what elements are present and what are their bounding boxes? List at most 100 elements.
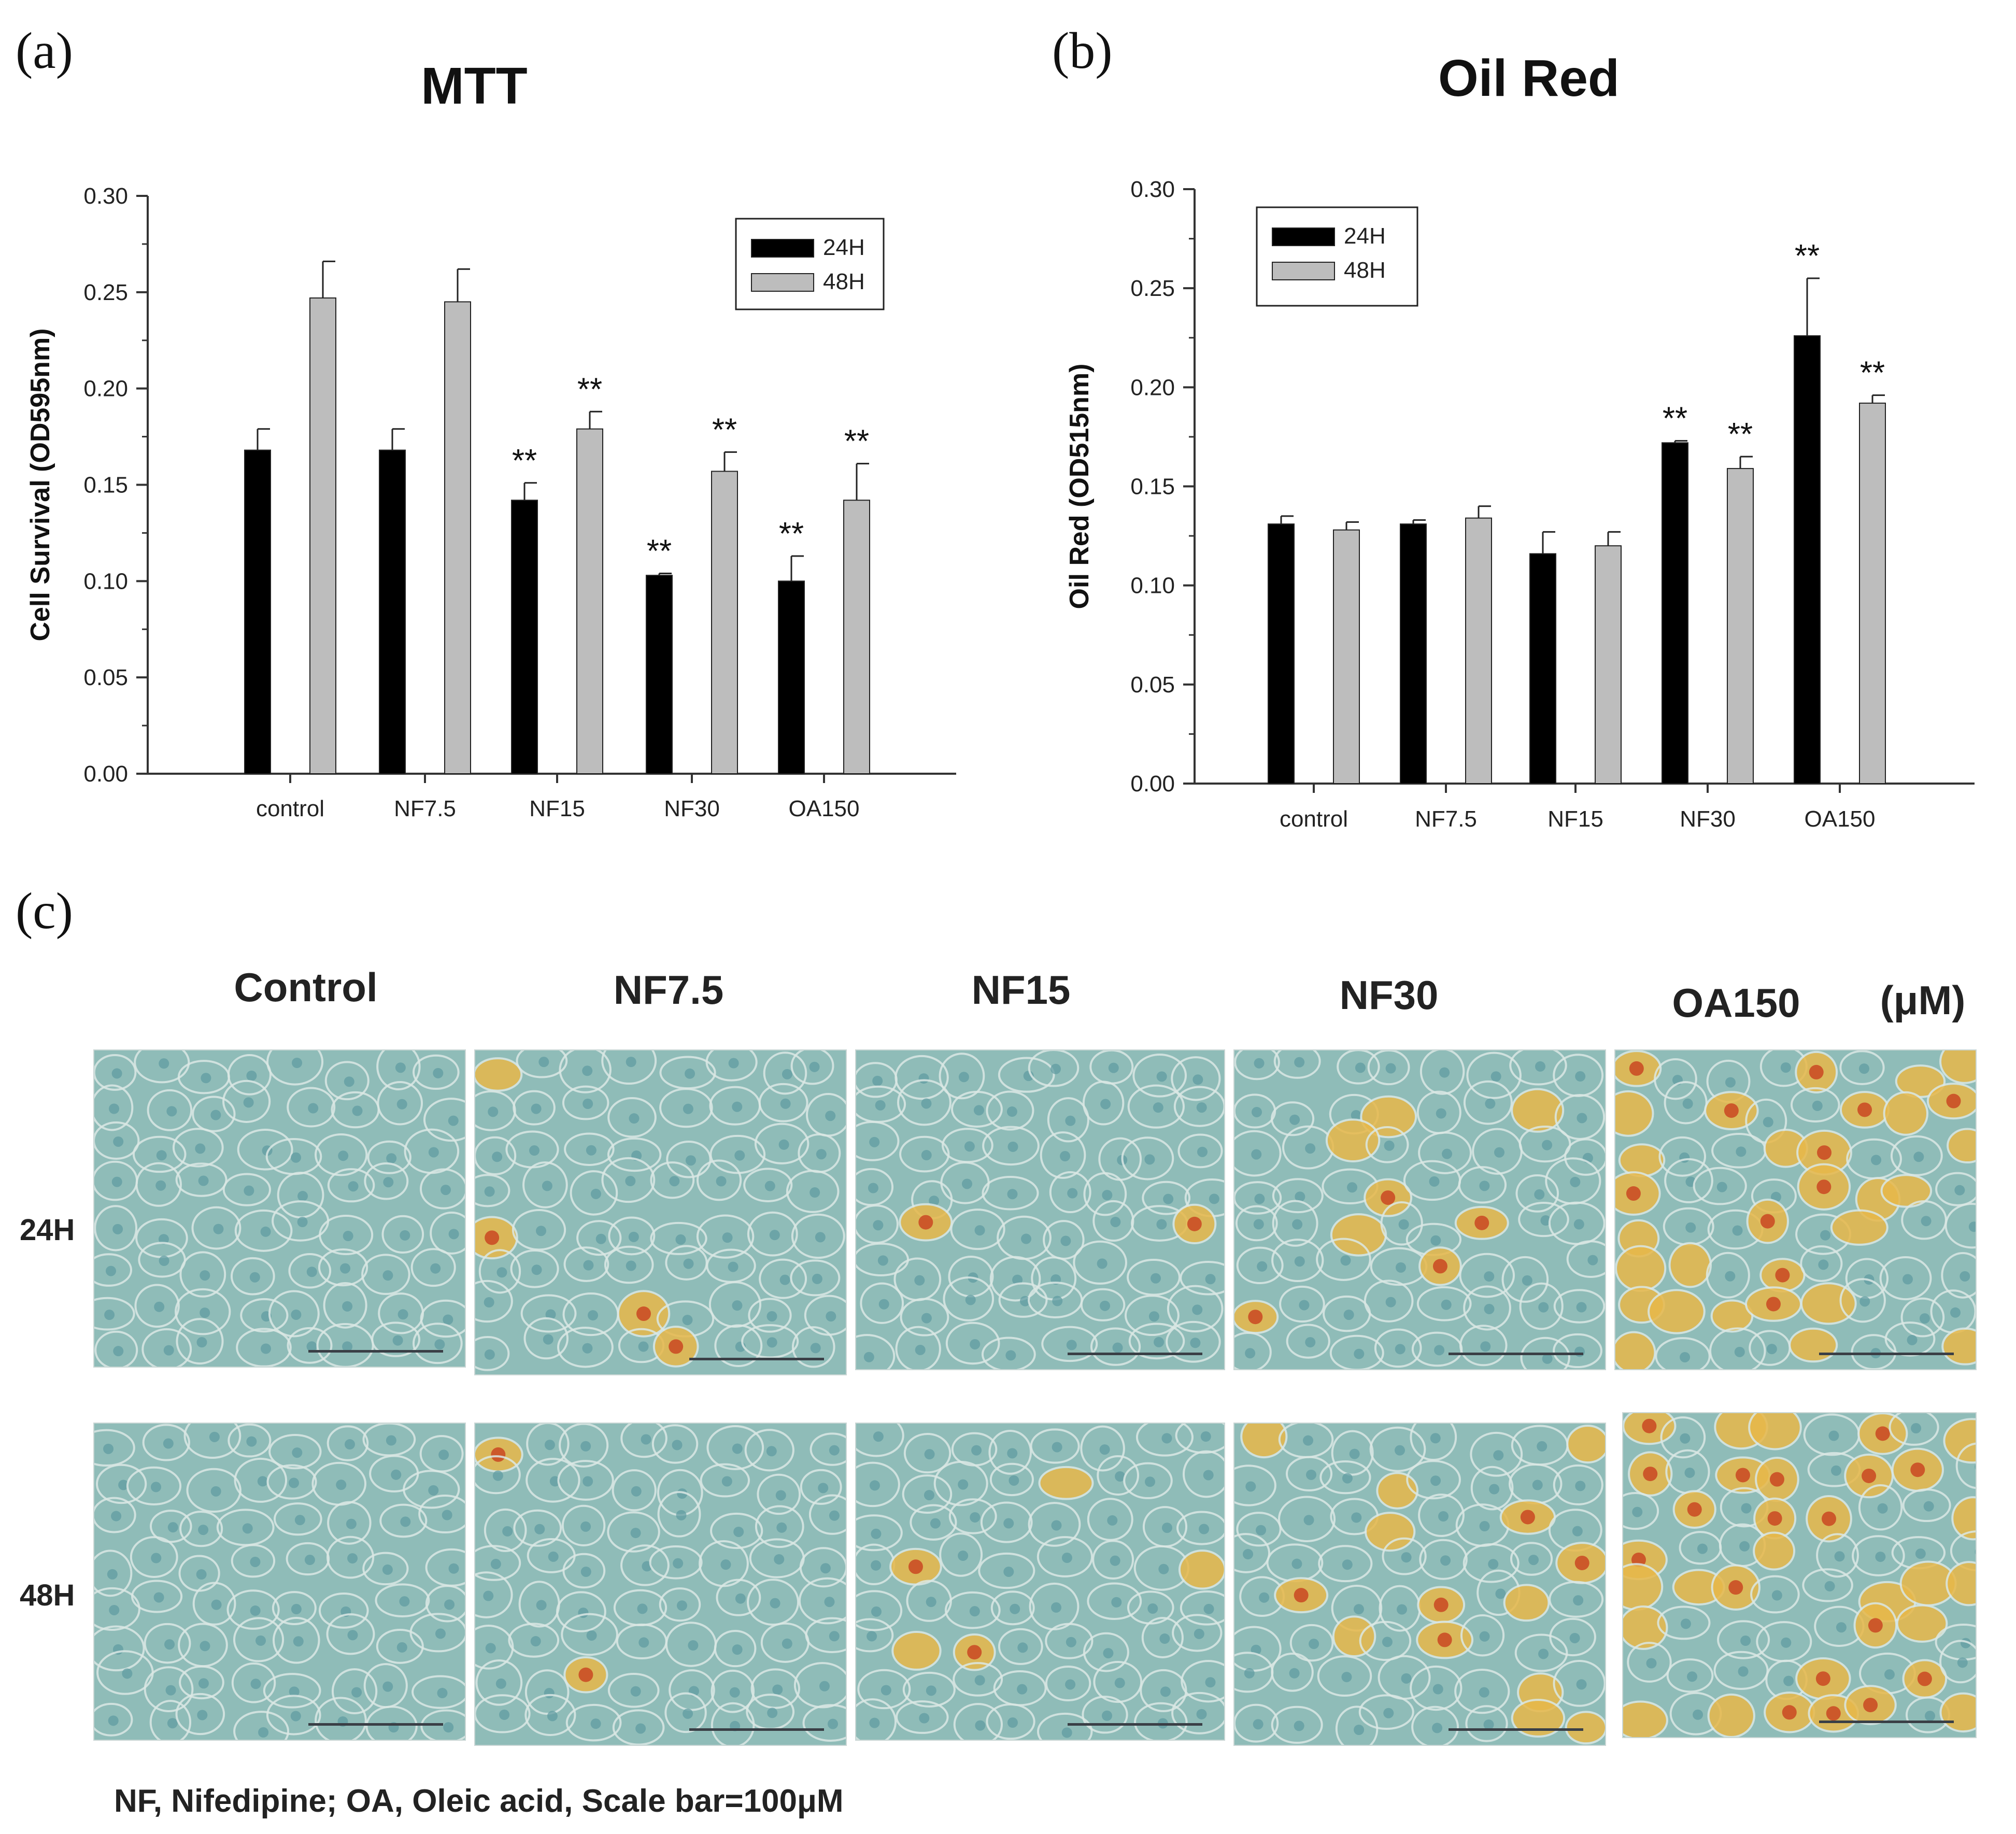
cell-outline [1655,1337,1711,1369]
cell-outline [364,1162,409,1200]
cell-outline [607,1673,660,1708]
cell-outline [620,1424,668,1458]
cell-outline [131,1580,183,1613]
nucleus [1009,1475,1019,1486]
scale-bar [1819,1353,1954,1355]
nucleus [971,1445,982,1456]
lipid-core [1735,1468,1750,1483]
nucleus [877,1255,888,1266]
cell-outline [607,1137,662,1172]
cell-outline [1049,1171,1091,1214]
cell-outline [1627,1642,1672,1683]
nucleus [1153,1102,1163,1113]
nucleus [1432,1684,1443,1695]
nucleus [1828,1430,1839,1441]
significance-mark: ** [1860,356,1885,391]
cell-outline [1800,1245,1843,1282]
nucleus [1251,1149,1262,1160]
cell-outline [1236,1246,1284,1284]
lipid-core [1815,1671,1830,1686]
lipid-core [1728,1580,1743,1595]
cell-outline [413,1054,460,1090]
oil-red-chart: 0.00 0.05 0.10 0.15 0.20 0.25 0.30 control NF7.5… [1064,49,1975,832]
nucleus [1646,1658,1657,1669]
cell-outline [135,1162,182,1207]
nucleus [1570,1176,1581,1187]
nucleus [250,1556,261,1567]
cell-outline [94,1205,138,1252]
nucleus [1442,1148,1453,1159]
nucleus [1903,1274,1913,1285]
cell-outline [1549,1617,1596,1657]
cell-outline [524,1694,576,1736]
cell-outline [786,1170,840,1213]
nucleus [1305,1143,1316,1154]
y-tick-label: 0.05 [1130,672,1175,698]
nucleus [1355,1062,1366,1073]
cell-outline [791,1213,845,1259]
nucleus [1871,1155,1882,1165]
nucleus [1259,1592,1270,1603]
cell-outline [1234,1465,1276,1506]
bar-24h [379,449,406,774]
cell-outline [1955,1442,1976,1489]
cell-outline [240,1298,289,1333]
lipid-droplet [1648,1289,1706,1334]
micrograph-cells [94,1050,465,1367]
nucleus [921,1098,932,1109]
nucleus [529,1145,540,1156]
cell-outline [1331,1430,1374,1476]
nucleus [809,1061,820,1072]
cell-outline [649,1545,703,1580]
nucleus [163,1438,174,1449]
cell-outline [1509,1050,1567,1086]
nucleus [1485,1098,1496,1109]
nucleus [782,1069,792,1079]
nucleus [1067,1188,1078,1199]
cell-outline [1235,1205,1278,1242]
cell-outline [1073,1240,1127,1285]
nucleus [629,1113,640,1124]
nucleus [1051,1520,1062,1531]
cell-outline [1410,1665,1463,1711]
cell-outline [324,1061,370,1101]
cell-outline [601,1157,656,1203]
cell-outline [1083,1632,1129,1672]
nucleus [293,1636,304,1647]
scale-bar [1449,1728,1583,1731]
nucleus [924,1490,934,1501]
nucleus [448,1229,459,1240]
cell-outline [1047,1097,1089,1143]
nucleus [732,1644,743,1655]
nucleus [443,1722,454,1733]
cell-outline [1802,1568,1853,1602]
significance-mark: ** [647,533,672,569]
nucleus [1017,1684,1028,1695]
nucleus [583,1260,594,1271]
cell-outline [1028,1502,1081,1547]
column-title-oa150: OA150 [1672,980,1800,1026]
nucleus [297,1191,308,1202]
nucleus [1439,1067,1450,1078]
nucleus [1254,1193,1265,1204]
nucleus [1007,1189,1018,1200]
cell-outline [94,1429,135,1467]
lipid-core [1687,1502,1702,1517]
cell-outline [149,1510,192,1543]
cell-outline [798,1577,846,1625]
y-tick-label: 0.10 [83,568,128,594]
lipid-droplet [1511,1699,1566,1738]
nucleus [1577,1113,1587,1124]
nucleus [586,1630,597,1641]
nucleus [1203,1603,1214,1614]
nucleus [1687,1671,1698,1682]
nucleus [200,1641,210,1652]
cell-outline [94,1497,136,1533]
cell-outline [669,1669,715,1711]
cell-outline [939,1532,983,1577]
nucleus [1303,1515,1314,1526]
cell-outline [1171,1691,1224,1735]
cell-outline [130,1536,178,1578]
cell-outline [367,1140,411,1174]
nucleus [485,1643,496,1654]
